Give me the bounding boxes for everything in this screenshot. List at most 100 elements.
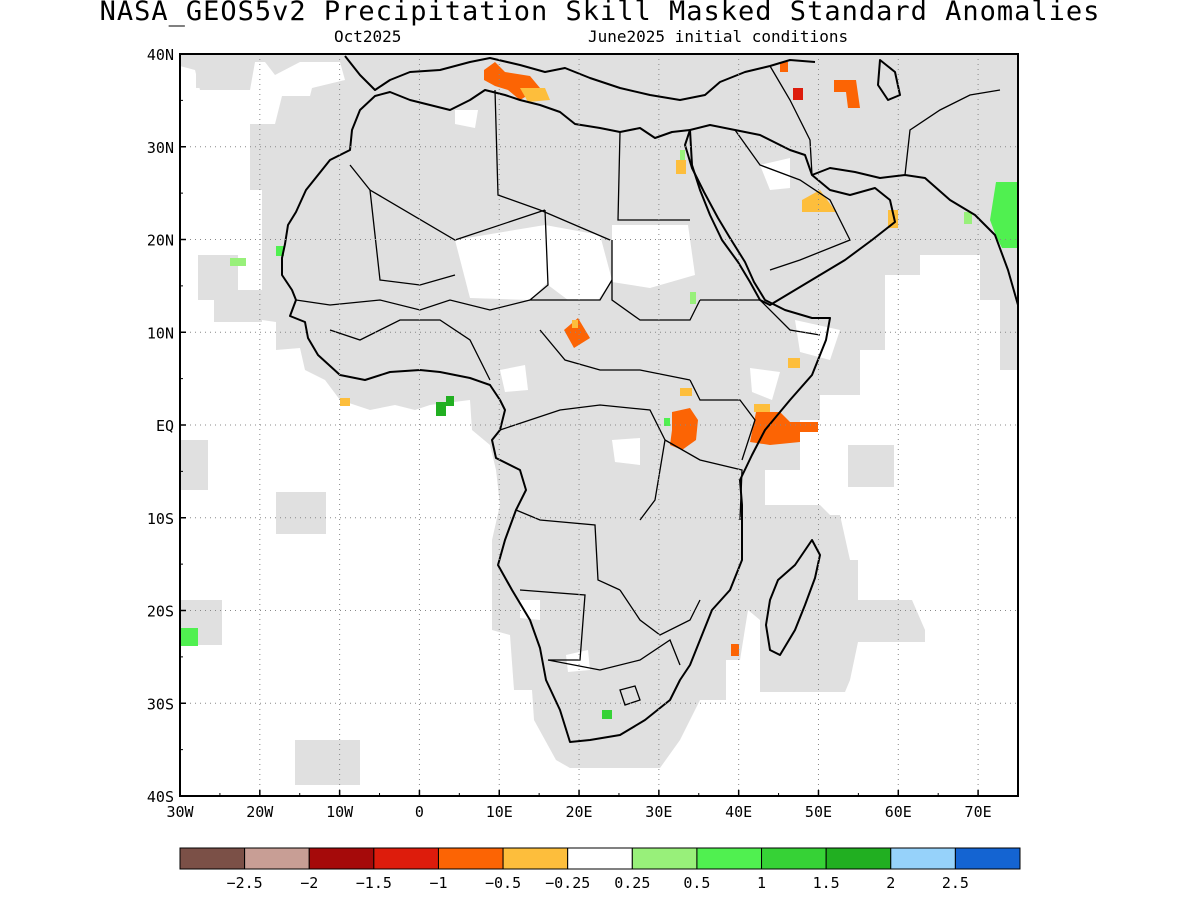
y-tick-label: 30N: [147, 139, 174, 157]
hole-sudan: [612, 225, 695, 288]
anomaly-pakistan-india: [990, 182, 1018, 248]
skill-mask-south-atlantic: [295, 740, 360, 785]
colorbar-label: −2.5: [227, 874, 263, 892]
africa-coastline: [281, 89, 831, 743]
border-sudan: [611, 240, 701, 321]
colorbar-label: 1: [757, 874, 766, 892]
coastline-layer: [281, 55, 1018, 743]
border-central: [539, 329, 691, 381]
colorbar-swatch: [825, 847, 892, 870]
persia-coast: [811, 167, 1018, 306]
y-tick-label: 30S: [147, 695, 174, 713]
skill-mask-canaries: [214, 290, 262, 322]
anomaly-pakistan-india-b: [964, 212, 972, 224]
skill-mask-west-atlantic: [180, 440, 208, 490]
border-mali: [369, 189, 456, 286]
x-tick-label: 10W: [326, 803, 354, 821]
y-tick-label: 40S: [147, 788, 174, 806]
grid-layer: [180, 54, 1018, 796]
valid-month-label: Oct2025: [334, 27, 402, 46]
colorbar-swatch: [308, 847, 375, 870]
anomaly-layer: [180, 62, 1018, 719]
colorbar-swatch: [954, 847, 1021, 870]
hole-kenya: [750, 368, 780, 400]
colorbar-swatch: [437, 847, 504, 870]
anomaly-egypt-sinai: [676, 160, 686, 174]
colorbar-swatch: [696, 847, 763, 870]
caspian: [877, 59, 901, 101]
anomaly-turkey-n: [780, 62, 788, 72]
y-tick-label: 10N: [147, 324, 174, 342]
colorbar-swatch: [761, 847, 827, 870]
colorbar-label: 1.5: [813, 874, 840, 892]
border-westafrica: [295, 299, 531, 311]
anomaly-oman-east: [888, 210, 898, 228]
colorbar-swatch: [567, 847, 633, 870]
colorbar-swatch: [890, 847, 956, 870]
border-iran-pakistan: [904, 89, 1001, 176]
x-tick-label: 20W: [246, 803, 274, 821]
colorbar-label: −1: [429, 874, 447, 892]
hole-sahara-east: [455, 225, 555, 300]
anomaly-sicily: [520, 88, 550, 102]
skill-mask-seychelles: [848, 445, 894, 487]
border-westafrica-south: [329, 319, 491, 381]
y-tick-label: EQ: [156, 417, 174, 435]
border-southafrica: [547, 639, 681, 671]
anomaly-sudan-chad: [690, 292, 696, 304]
anomaly-ghana-coast: [436, 396, 454, 416]
x-tick-label: 40E: [725, 803, 752, 821]
hole-arabia: [760, 158, 790, 190]
anomaly-somalia-kenya: [750, 412, 818, 445]
anomaly-madagascar-east: [731, 644, 739, 656]
hole-libya: [455, 110, 478, 128]
border-southern: [619, 589, 701, 636]
colorbar-swatch: [502, 847, 569, 870]
anomaly-cameroon-nigeria: [564, 318, 590, 348]
x-tick-label: 0: [415, 803, 424, 821]
y-tick-label: 10S: [147, 510, 174, 528]
border-congo: [499, 404, 666, 521]
anomaly-somalia-kenya-b: [754, 404, 770, 412]
mediterranean-north: [344, 55, 816, 101]
colorbar-swatch: [179, 847, 246, 870]
colorbar-label: 0.5: [683, 874, 710, 892]
hole-nigeria: [500, 365, 528, 392]
x-tick-label: 60E: [885, 803, 912, 821]
map-title: NASA_GEOS5v2 Precipitation Skill Masked …: [99, 0, 1101, 27]
no-skill-holes: [455, 110, 840, 672]
x-tick-label: 10E: [486, 803, 513, 821]
anomaly-liberia-coast: [340, 398, 350, 406]
hole-congo: [612, 438, 640, 465]
x-tick-label: 30E: [645, 803, 672, 821]
skill-mask-azores: [196, 58, 246, 88]
colorbar-label: −0.5: [485, 874, 521, 892]
anomaly-saudi-central: [802, 190, 836, 212]
anomaly-ethiopia-east: [788, 358, 800, 368]
y-tick-label: 20N: [147, 232, 174, 250]
y-tick-label: 20S: [147, 603, 174, 621]
colorbar: −2.5 −2 −1.5 −1 −0.5 −0.25 0.25 0.5 1 1.5 2 2.5: [179, 847, 1021, 892]
border-libya-egypt: [617, 131, 690, 221]
border-tanzania: [664, 439, 743, 521]
hole-chad: [545, 225, 612, 300]
arabia-coastline: [689, 124, 896, 306]
x-tick-label: 30W: [166, 803, 194, 821]
initial-conditions-label: June2025 initial conditions: [588, 27, 849, 46]
anomaly-lake-victoria-b: [680, 388, 692, 396]
colorbar-swatch: [373, 847, 439, 870]
colorbar-label: 0.25: [614, 874, 650, 892]
anomaly-uganda: [664, 418, 670, 426]
colorbar-swatch: [631, 847, 698, 870]
x-tick-label: 70E: [965, 803, 992, 821]
border-namibia: [519, 589, 586, 661]
skill-mask-st-helena: [276, 492, 326, 534]
anomaly-turkey-south: [793, 88, 803, 100]
anomaly-canary: [276, 246, 284, 256]
lesotho: [619, 685, 641, 706]
anomaly-iran-west: [834, 80, 860, 108]
colorbar-label: −0.25: [545, 874, 590, 892]
skill-mask-main: [180, 54, 1018, 768]
y-tick-label: 40N: [147, 46, 174, 64]
